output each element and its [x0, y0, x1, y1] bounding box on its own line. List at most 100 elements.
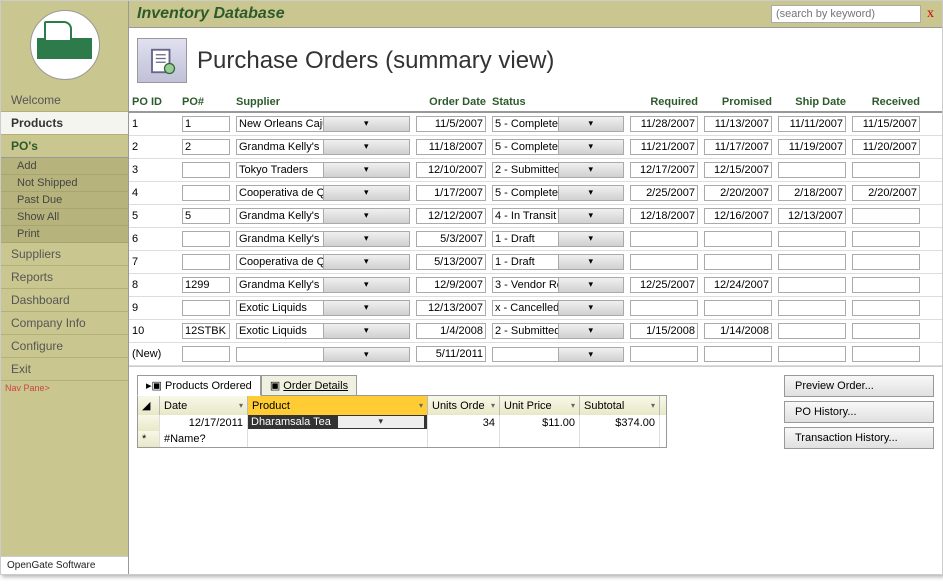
col-shipdate[interactable]: Ship Date [775, 95, 849, 109]
cell-promised[interactable] [701, 138, 775, 156]
cell-shipdate[interactable] [775, 161, 849, 179]
table-row[interactable]: 1New Orleans Cajun Delights▾5 - Complete… [129, 113, 942, 136]
chevron-down-icon[interactable]: ▾ [558, 348, 624, 361]
cell-received-input[interactable] [852, 300, 920, 316]
chevron-down-icon[interactable]: ▾ [338, 416, 425, 428]
sidebar-sub-pastdue[interactable]: Past Due [1, 192, 128, 209]
cell-required[interactable] [627, 322, 701, 340]
subcol-price[interactable]: Unit Price▾ [500, 396, 580, 415]
subgrid-rowhead[interactable]: ◢ [138, 396, 160, 415]
cell-ponum[interactable] [179, 230, 233, 248]
cell-ponum[interactable] [179, 276, 233, 294]
cell-ponum-input[interactable] [182, 139, 230, 155]
cell-received-input[interactable] [852, 162, 920, 178]
cell-orderdate[interactable] [413, 322, 489, 340]
cell-ponum[interactable] [179, 115, 233, 133]
cell-required[interactable] [627, 253, 701, 271]
sidebar-item-companyinfo[interactable]: Company Info [1, 312, 128, 335]
chevron-down-icon[interactable]: ▾ [558, 186, 624, 200]
cell-supplier[interactable]: New Orleans Cajun Delights▾ [233, 115, 413, 133]
sidebar-item-exit[interactable]: Exit [1, 358, 128, 381]
cell-new-product[interactable] [248, 431, 428, 447]
col-ponum[interactable]: PO# [179, 95, 233, 109]
cell-orderdate-input[interactable] [416, 208, 486, 224]
cell-status[interactable]: 4 - In Transit▾ [489, 207, 627, 225]
chevron-down-icon[interactable]: ▾ [558, 163, 624, 177]
table-row[interactable]: 6Grandma Kelly's Homestead▾1 - Draft▾ [129, 228, 942, 251]
cell-supplier[interactable]: Exotic Liquids▾ [233, 299, 413, 317]
sidebar-item-dashboard[interactable]: Dashboard [1, 289, 128, 312]
cell-orderdate-input[interactable] [416, 139, 486, 155]
cell-required-input[interactable] [630, 300, 698, 316]
cell-required[interactable] [627, 276, 701, 294]
chevron-down-icon[interactable]: ▾ [323, 163, 410, 177]
cell-received[interactable] [849, 184, 923, 202]
cell-orderdate[interactable] [413, 276, 489, 294]
cell-received-input[interactable] [852, 231, 920, 247]
cell-required[interactable] [627, 230, 701, 248]
cell-shipdate-input[interactable] [778, 162, 846, 178]
chevron-down-icon[interactable]: ▾ [558, 140, 624, 154]
nav-pane-toggle[interactable]: Nav Pane> [1, 381, 128, 395]
chevron-down-icon[interactable]: ▾ [558, 255, 624, 269]
cell-orderdate[interactable] [413, 253, 489, 271]
table-row[interactable]: 10Exotic Liquids▾2 - Submitted to Vendor… [129, 320, 942, 343]
cell-date[interactable]: 12/17/2011 [160, 415, 248, 431]
cell-ponum-input[interactable] [182, 323, 230, 339]
cell-promised[interactable] [701, 161, 775, 179]
cell-ponum[interactable] [179, 184, 233, 202]
chevron-down-icon[interactable]: ▾ [558, 324, 624, 338]
cell-new-units[interactable] [428, 431, 500, 447]
chevron-down-icon[interactable]: ▾ [323, 348, 410, 361]
cell-ponum-input[interactable] [182, 185, 230, 201]
cell-required-input[interactable] [630, 208, 698, 224]
cell-ponum-input[interactable] [182, 231, 230, 247]
cell-orderdate[interactable] [413, 161, 489, 179]
cell-ponum[interactable] [179, 138, 233, 156]
sidebar-sub-print[interactable]: Print [1, 226, 128, 243]
cell-required[interactable] [627, 115, 701, 133]
cell-required-input[interactable] [630, 323, 698, 339]
cell-new-date[interactable]: #Name? [160, 431, 248, 447]
cell-status[interactable]: 2 - Submitted to Vendor▾ [489, 322, 627, 340]
col-supplier[interactable]: Supplier [233, 95, 413, 109]
cell-received-input[interactable] [852, 254, 920, 270]
col-promised[interactable]: Promised [701, 95, 775, 109]
cell-received-input[interactable] [852, 323, 920, 339]
sidebar-item-reports[interactable]: Reports [1, 266, 128, 289]
cell-shipdate-input[interactable] [778, 139, 846, 155]
cell-shipdate[interactable] [775, 253, 849, 271]
cell-supplier[interactable]: Grandma Kelly's Homestead▾ [233, 207, 413, 225]
row-selector[interactable] [138, 415, 160, 431]
table-row[interactable]: 5Grandma Kelly's Homestead▾4 - In Transi… [129, 205, 942, 228]
sidebar-sub-showall[interactable]: Show All [1, 209, 128, 226]
product-combo[interactable]: Dharamsala Tea▾ [248, 415, 427, 429]
cell-ponum-input[interactable] [182, 162, 230, 178]
cell-orderdate[interactable] [413, 345, 489, 363]
cell-orderdate-input[interactable] [416, 346, 486, 362]
cell-shipdate[interactable] [775, 184, 849, 202]
cell-promised[interactable] [701, 253, 775, 271]
cell-supplier[interactable]: Cooperativa de Quesos 'Las▾ [233, 184, 413, 202]
cell-orderdate-input[interactable] [416, 323, 486, 339]
cell-orderdate[interactable] [413, 138, 489, 156]
cell-orderdate[interactable] [413, 299, 489, 317]
cell-ponum-input[interactable] [182, 254, 230, 270]
col-required[interactable]: Required [627, 95, 701, 109]
cell-supplier[interactable]: Cooperativa de Quesos 'Las▾ [233, 253, 413, 271]
subcol-date[interactable]: Date▾ [160, 396, 248, 415]
cell-promised-input[interactable] [704, 231, 772, 247]
chevron-down-icon[interactable]: ▾ [323, 255, 410, 269]
cell-promised[interactable] [701, 207, 775, 225]
chevron-down-icon[interactable]: ▾ [558, 232, 624, 246]
cell-ponum-input[interactable] [182, 346, 230, 362]
cell-promised-input[interactable] [704, 300, 772, 316]
col-poid[interactable]: PO ID [129, 95, 179, 109]
cell-ponum[interactable] [179, 161, 233, 179]
cell-ponum-input[interactable] [182, 208, 230, 224]
cell-shipdate-input[interactable] [778, 254, 846, 270]
cell-ponum[interactable] [179, 253, 233, 271]
cell-status[interactable]: 1 - Draft▾ [489, 253, 627, 271]
cell-orderdate-input[interactable] [416, 231, 486, 247]
table-row[interactable]: 2Grandma Kelly's Homestead▾5 - Complete▾ [129, 136, 942, 159]
